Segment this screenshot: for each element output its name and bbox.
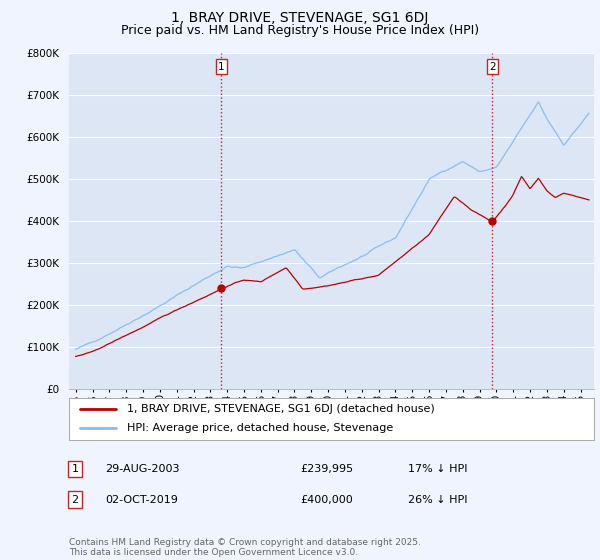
Text: £239,995: £239,995 [300,464,353,474]
Text: HPI: Average price, detached house, Stevenage: HPI: Average price, detached house, Stev… [127,423,393,433]
Text: Price paid vs. HM Land Registry's House Price Index (HPI): Price paid vs. HM Land Registry's House … [121,24,479,36]
Text: 02-OCT-2019: 02-OCT-2019 [105,494,178,505]
Text: 1: 1 [71,464,79,474]
Text: Contains HM Land Registry data © Crown copyright and database right 2025.
This d: Contains HM Land Registry data © Crown c… [69,538,421,557]
Text: 2: 2 [489,62,496,72]
Text: 29-AUG-2003: 29-AUG-2003 [105,464,179,474]
Text: £400,000: £400,000 [300,494,353,505]
Text: 1, BRAY DRIVE, STEVENAGE, SG1 6DJ (detached house): 1, BRAY DRIVE, STEVENAGE, SG1 6DJ (detac… [127,404,434,414]
Text: 17% ↓ HPI: 17% ↓ HPI [408,464,467,474]
Text: 2: 2 [71,494,79,505]
Text: 1, BRAY DRIVE, STEVENAGE, SG1 6DJ: 1, BRAY DRIVE, STEVENAGE, SG1 6DJ [172,11,428,25]
Text: 26% ↓ HPI: 26% ↓ HPI [408,494,467,505]
Text: 1: 1 [218,62,225,72]
